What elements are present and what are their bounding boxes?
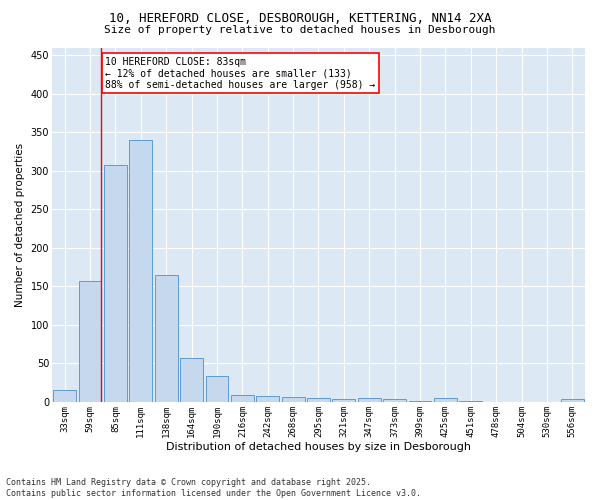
Bar <box>460 401 482 402</box>
Text: 10, HEREFORD CLOSE, DESBOROUGH, KETTERING, NN14 2XA: 10, HEREFORD CLOSE, DESBOROUGH, KETTERIN… <box>109 12 491 26</box>
X-axis label: Distribution of detached houses by size in Desborough: Distribution of detached houses by size … <box>166 442 471 452</box>
Text: Contains HM Land Registry data © Crown copyright and database right 2025.
Contai: Contains HM Land Registry data © Crown c… <box>6 478 421 498</box>
Bar <box>104 164 127 402</box>
Bar <box>79 281 101 402</box>
Bar <box>155 275 178 402</box>
Bar <box>561 399 584 402</box>
Bar <box>383 399 406 402</box>
Bar <box>53 390 76 402</box>
Bar <box>206 376 229 402</box>
Bar <box>332 399 355 402</box>
Bar <box>281 398 305 402</box>
Bar <box>409 401 431 402</box>
Text: 10 HEREFORD CLOSE: 83sqm
← 12% of detached houses are smaller (133)
88% of semi-: 10 HEREFORD CLOSE: 83sqm ← 12% of detach… <box>105 56 376 90</box>
Text: Size of property relative to detached houses in Desborough: Size of property relative to detached ho… <box>104 25 496 35</box>
Bar <box>358 398 380 402</box>
Bar <box>180 358 203 402</box>
Y-axis label: Number of detached properties: Number of detached properties <box>15 142 25 307</box>
Bar <box>256 396 279 402</box>
Bar <box>307 398 330 402</box>
Bar <box>130 140 152 402</box>
Bar <box>434 398 457 402</box>
Bar <box>231 395 254 402</box>
